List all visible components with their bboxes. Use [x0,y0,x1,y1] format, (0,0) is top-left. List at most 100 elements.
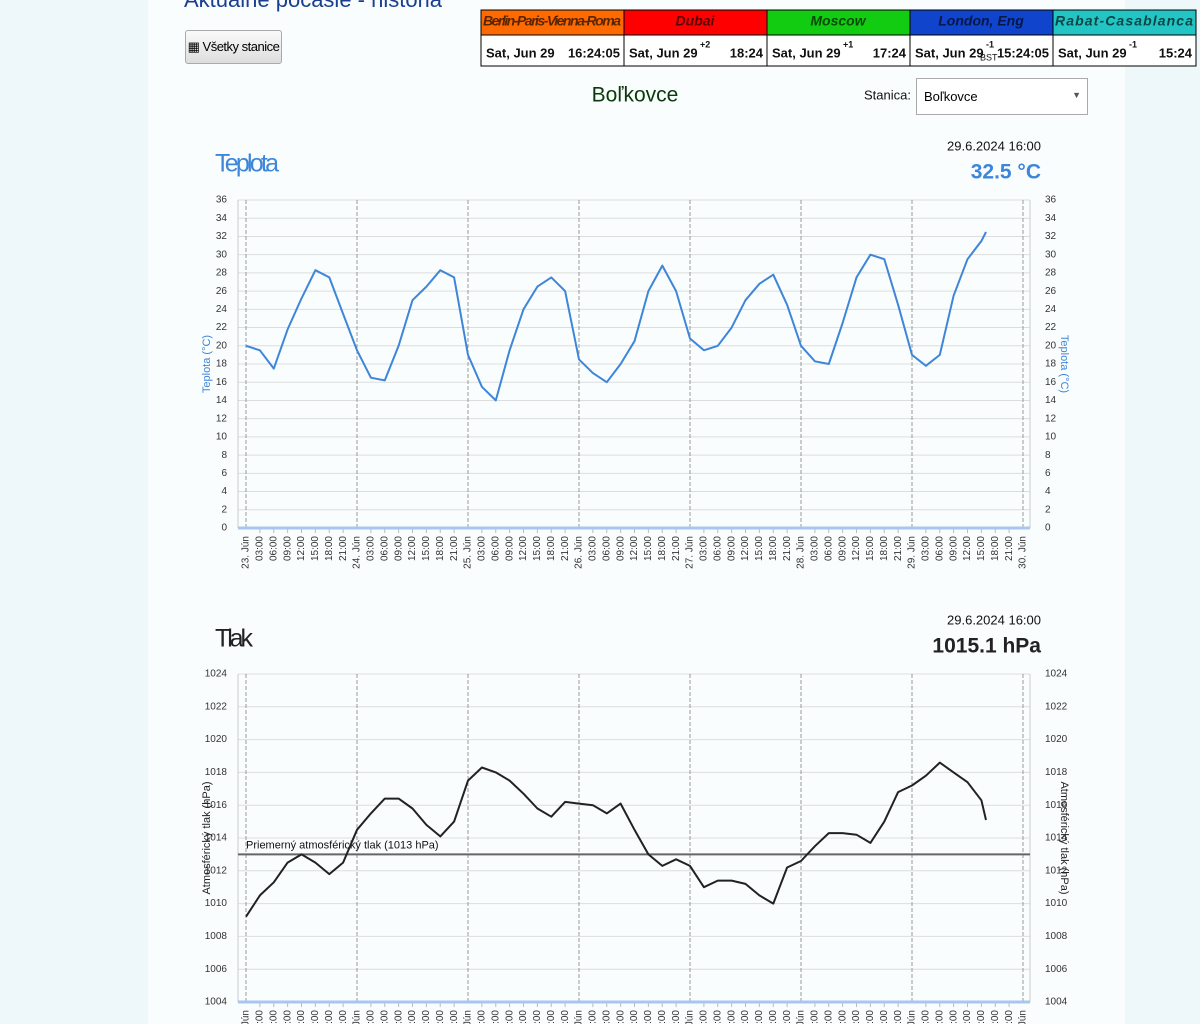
x-tick-label: 15:00 [865,536,876,561]
clock-time: 17:24 [873,45,907,60]
y2-tick-label: 1010 [1045,898,1068,909]
clock-offset: -1 [986,39,994,49]
x-tick-label: 06:00 [823,1010,834,1024]
x-tick-label: 12:00 [407,536,418,561]
y2-tick-label: 32 [1045,231,1057,242]
y-tick-label: 0 [221,523,227,534]
chart-title: Teplota [215,150,279,178]
x-tick-label: 06:00 [934,1010,945,1024]
x-tick-label: 18:00 [435,1010,446,1024]
x-tick-label: 03:00 [810,1010,821,1024]
x-tick-label: 06:00 [490,536,501,561]
x-tick-label: 25. Jún [463,536,474,569]
x-tick-label: 12:00 [629,1010,640,1024]
x-tick-label: 26. Jún [574,1010,585,1024]
x-tick-label: 24. Jún [352,536,363,569]
clock-time: 15:24 [1159,45,1193,60]
y-tick-label: 18 [216,359,228,370]
x-tick-label: 21:00 [560,536,571,561]
y2-tick-label: 10 [1045,432,1057,443]
y-tick-label: 28 [216,268,228,279]
x-tick-label: 18:00 [990,536,1001,561]
clock-header [480,9,625,36]
chart-timestamp: 29.6.2024 16:00 [947,138,1041,153]
x-tick-label: 03:00 [255,536,266,561]
x-tick-label: 15:00 [754,1010,765,1024]
x-tick-label: 30. Jún [1018,536,1029,569]
x-tick-label: 15:00 [421,536,432,561]
y-tick-label: 24 [216,304,228,315]
clock-offset: +1 [843,39,853,49]
y2-tick-label: 26 [1045,286,1057,297]
y2-tick-label: 18 [1045,359,1057,370]
clock-header [623,9,768,36]
x-tick-label: 12:00 [296,1010,307,1024]
y2-tick-label: 1016 [1045,800,1068,811]
all-stations-button[interactable]: ▦ Všetky stanice [185,30,282,64]
x-tick-label: 06:00 [601,1010,612,1024]
clock-date: Sat, Jun 29 [915,45,984,60]
x-tick-label: 15:00 [976,536,987,561]
y-tick-label: 8 [221,450,227,461]
x-tick-label: 09:00 [282,536,293,561]
y-tick-label: 4 [221,486,227,497]
clock-date: Sat, Jun 29 [1058,45,1127,60]
x-tick-label: 12:00 [962,536,973,561]
x-tick-label: 21:00 [560,1010,571,1024]
y-tick-label: 30 [216,249,228,260]
y-tick-label: 14 [216,395,228,406]
y2-tick-label: 36 [1045,195,1057,206]
station-select[interactable]: Boľkovce ▼ [916,78,1088,115]
x-tick-label: 18:00 [546,536,557,561]
x-tick-label: 29. Jún [907,536,918,569]
x-tick-label: 15:00 [532,1010,543,1024]
x-tick-label: 09:00 [615,1010,626,1024]
x-tick-label: 23. Jún [241,1010,252,1024]
button-label: Všetky stanice [202,39,280,54]
chart-timestamp: 29.6.2024 16:00 [947,612,1041,627]
x-tick-label: 09:00 [504,1010,515,1024]
x-tick-label: 18:00 [657,1010,668,1024]
x-tick-label: 21:00 [449,1010,460,1024]
y2-tick-label: 1020 [1045,734,1068,745]
y2-tick-label: 12 [1045,413,1057,424]
y2-tick-label: 4 [1045,486,1051,497]
x-tick-label: 15:00 [532,536,543,561]
x-tick-label: 15:00 [421,1010,432,1024]
clock-city: Moscow [810,13,866,29]
y2-tick-label: 1004 [1045,997,1068,1008]
y-tick-label: 1010 [205,898,228,909]
clock-time: 18:24 [730,45,764,60]
y2-tick-label: 14 [1045,395,1057,406]
y-tick-label: 32 [216,231,228,242]
x-tick-label: 03:00 [255,1010,266,1024]
y-tick-label: 1016 [205,800,228,811]
y-tick-label: 36 [216,195,228,206]
y2-tick-label: 2 [1045,504,1051,515]
x-tick-label: 18:00 [990,1010,1001,1024]
x-tick-label: 12:00 [407,1010,418,1024]
x-tick-label: 03:00 [810,536,821,561]
x-tick-label: 27. Jún [685,1010,696,1024]
x-tick-label: 21:00 [338,536,349,561]
x-tick-label: 18:00 [657,536,668,561]
y2-tick-label: 34 [1045,213,1057,224]
x-tick-label: 21:00 [782,1010,793,1024]
y2-tick-label: 28 [1045,268,1057,279]
clock-date: Sat, Jun 29 [486,45,555,60]
y-tick-label: 20 [216,340,228,351]
x-tick-label: 18:00 [546,1010,557,1024]
y-tick-label: 1006 [205,964,228,975]
x-tick-label: 09:00 [837,1010,848,1024]
x-tick-label: 21:00 [1004,536,1015,561]
clock-city: London, Eng [938,13,1024,29]
y2-axis-title: Atmosférický tlak (hPa) [1058,781,1070,894]
x-tick-label: 18:00 [879,536,890,561]
y-tick-label: 22 [216,322,228,333]
clock-body [909,34,1054,67]
x-tick-label: 18:00 [324,1010,335,1024]
x-tick-label: 03:00 [921,1010,932,1024]
x-tick-label: 21:00 [1004,1010,1015,1024]
reference-label: Priemerný atmosférický tlak (1013 hPa) [246,839,439,851]
y-tick-label: 12 [216,413,228,424]
